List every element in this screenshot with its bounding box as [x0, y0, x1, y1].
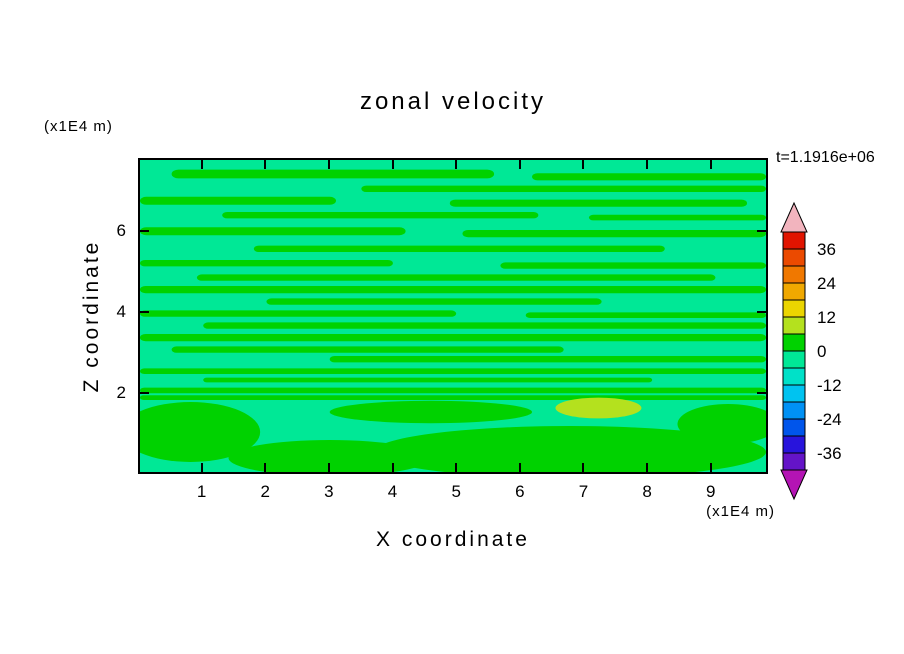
x-tick-label: 7: [578, 482, 589, 501]
colorbar-band: [782, 350, 806, 369]
contour-streak: [171, 346, 564, 353]
x-tick-label: 2: [260, 482, 270, 501]
contour-streak: [140, 368, 766, 374]
x-tick-label: 3: [324, 482, 334, 501]
x-tick-label: 1: [196, 482, 207, 501]
contour-blob: [140, 402, 261, 462]
contour-streak: [462, 230, 766, 238]
contour-streak: [203, 377, 653, 383]
contour-streak: [203, 322, 766, 329]
contour-streak: [361, 185, 766, 192]
colorbar-band: [782, 452, 806, 471]
contour-streak: [140, 260, 393, 267]
contour-streak: [140, 310, 457, 317]
contour-streak: [253, 245, 665, 252]
colorbar-label: -12: [817, 376, 842, 395]
contour-streak: [588, 214, 766, 221]
colorbar-over-arrow: [780, 201, 808, 233]
colorbar-band: [782, 299, 806, 318]
contour-streak: [449, 199, 748, 207]
colorbar-label: 24: [817, 274, 836, 293]
x-tick-label: 4: [387, 482, 398, 501]
x-axis-unit: (x1E4 m): [706, 503, 775, 520]
contour-streak: [532, 173, 766, 181]
contour-streak: [140, 334, 766, 342]
colorbar-band: [782, 401, 806, 420]
colorbar-svg: 36 24 12 0 -12 -24 -36: [780, 201, 842, 501]
plot-frame: [138, 158, 768, 474]
colorbar-band: [782, 282, 806, 301]
x-tick-label: 8: [642, 482, 652, 501]
contour-streak: [266, 298, 602, 305]
y-tick-label: 6: [116, 220, 126, 240]
time-annotation: t=1.1916e+06: [776, 149, 875, 166]
colorbar-band: [782, 231, 806, 250]
contour-streak: [500, 262, 766, 269]
x-tick-label: 6: [515, 482, 525, 501]
y-axis-title: Z coordinate: [80, 239, 103, 393]
contour-streak: [171, 169, 495, 179]
colorbar-label: -24: [817, 410, 842, 429]
x-axis-title: X coordinate: [376, 528, 530, 551]
colorbar-band: [782, 418, 806, 437]
local-maximum-spot: [555, 397, 642, 419]
contour-streak: [140, 387, 766, 394]
contour-field-svg: [140, 160, 766, 472]
colorbar-label: 12: [817, 308, 836, 327]
contour-streak: [196, 274, 716, 281]
contour-blob: [228, 440, 431, 472]
x-tick-label: 9: [705, 482, 716, 501]
colorbar-under-arrow: [780, 469, 808, 501]
colorbar-label: 0: [817, 342, 826, 361]
contour-streak: [222, 212, 539, 219]
plot-title: zonal velocity: [359, 88, 547, 115]
contour-blob: [374, 426, 766, 472]
contour-streak: [329, 356, 766, 363]
colorbar-band: [782, 367, 806, 386]
colorbar-label: 36: [817, 240, 836, 259]
contour-streak: [140, 286, 766, 294]
y-axis-unit: (x1E4 m): [44, 118, 113, 135]
contour-streak: [140, 395, 766, 400]
colorbar-band: [782, 316, 806, 335]
contour-blob: [677, 404, 766, 444]
colorbar-band: [782, 384, 806, 403]
colorbar-band: [782, 248, 806, 267]
colorbar-band: [782, 435, 806, 454]
colorbar-band: [782, 333, 806, 352]
contour-blob: [329, 400, 533, 424]
colorbar-band: [782, 265, 806, 284]
colorbar-label: -36: [817, 444, 842, 463]
contour-streak: [525, 312, 766, 318]
contour-streak: [140, 227, 406, 236]
x-tick-label: 5: [451, 482, 461, 501]
contour-streak: [140, 196, 337, 205]
